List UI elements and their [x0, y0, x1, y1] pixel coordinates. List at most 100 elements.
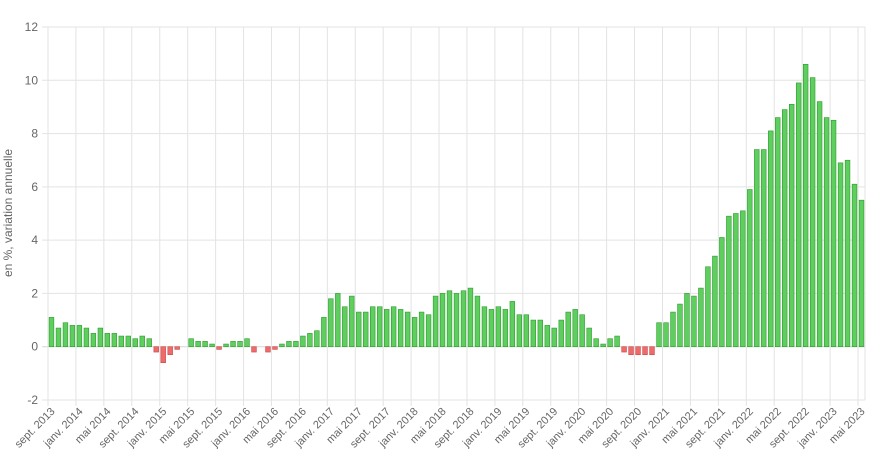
bar — [363, 311, 369, 348]
bar — [782, 109, 788, 348]
bar — [76, 325, 83, 348]
y-tick-label: 6 — [31, 180, 38, 194]
bar — [446, 290, 453, 348]
bar — [551, 327, 557, 348]
y-tick-label: -2 — [27, 393, 38, 407]
y-tick-label: 10 — [25, 73, 39, 87]
bar — [223, 343, 229, 348]
bar — [139, 335, 145, 348]
bar — [586, 327, 592, 348]
bar — [733, 213, 739, 348]
bar — [698, 287, 704, 348]
bar — [425, 314, 432, 348]
bar — [293, 341, 299, 348]
bar — [453, 293, 460, 348]
bar — [705, 266, 711, 348]
bar — [69, 325, 76, 348]
bar — [684, 293, 690, 348]
bar — [272, 346, 278, 350]
bar — [432, 295, 439, 348]
bar — [607, 338, 613, 348]
bar — [404, 311, 411, 348]
bar — [544, 325, 550, 348]
bar — [383, 309, 390, 348]
bar — [761, 149, 767, 348]
y-axis-ticks: -2 0 2 4 6 8 10 12 — [25, 20, 39, 407]
bar — [502, 309, 509, 348]
bar — [858, 199, 865, 348]
bar — [97, 327, 104, 348]
bar — [153, 346, 159, 353]
bar — [740, 210, 746, 348]
bar — [572, 309, 578, 348]
bar — [328, 298, 334, 348]
bar — [251, 346, 257, 353]
bar — [160, 346, 166, 364]
bar — [55, 327, 62, 348]
bar — [230, 341, 236, 348]
bar — [286, 341, 292, 348]
bar — [579, 314, 585, 348]
bar — [677, 303, 683, 348]
bar — [125, 335, 131, 348]
bar — [670, 311, 676, 348]
bar — [823, 117, 830, 348]
bar — [244, 338, 250, 348]
bar — [321, 317, 327, 348]
bar — [635, 346, 641, 356]
bar — [390, 306, 397, 348]
bar — [481, 306, 488, 348]
bar — [83, 327, 90, 348]
bar — [509, 301, 516, 348]
bar — [265, 346, 271, 353]
bar — [649, 346, 655, 356]
bar — [111, 333, 118, 348]
bar — [439, 293, 446, 348]
bar — [279, 343, 285, 348]
bar — [349, 295, 355, 348]
bar — [495, 306, 502, 348]
bar — [118, 335, 124, 348]
bar — [565, 311, 571, 348]
bar — [202, 341, 208, 348]
y-tick-label: 2 — [31, 286, 38, 300]
bar — [621, 346, 627, 353]
bar — [830, 119, 837, 348]
bar — [314, 330, 320, 348]
bar — [795, 82, 802, 348]
bar — [558, 319, 564, 348]
bar — [370, 306, 376, 348]
bar — [530, 319, 536, 348]
bar — [104, 333, 111, 348]
bar — [537, 319, 543, 348]
bar — [600, 343, 606, 348]
bar — [342, 306, 348, 348]
bar — [188, 338, 194, 348]
y-tick-label: 8 — [31, 127, 38, 141]
bar — [523, 314, 530, 348]
bar — [691, 295, 697, 348]
y-tick-label: 0 — [31, 340, 38, 354]
grid — [42, 26, 866, 406]
bar — [663, 322, 669, 348]
bar — [90, 333, 97, 348]
bar — [837, 162, 844, 348]
bar — [62, 322, 69, 348]
bar — [754, 149, 760, 348]
bar — [411, 317, 418, 348]
bar — [844, 159, 851, 348]
bar — [300, 335, 306, 348]
bar — [726, 215, 732, 348]
bars — [48, 64, 865, 364]
bar — [335, 293, 341, 348]
bar — [593, 338, 599, 348]
bar — [356, 311, 362, 348]
bar — [656, 322, 662, 348]
bar — [209, 343, 215, 348]
bar — [460, 290, 467, 348]
bar — [719, 237, 725, 348]
bar — [474, 295, 481, 348]
bar — [216, 346, 222, 350]
